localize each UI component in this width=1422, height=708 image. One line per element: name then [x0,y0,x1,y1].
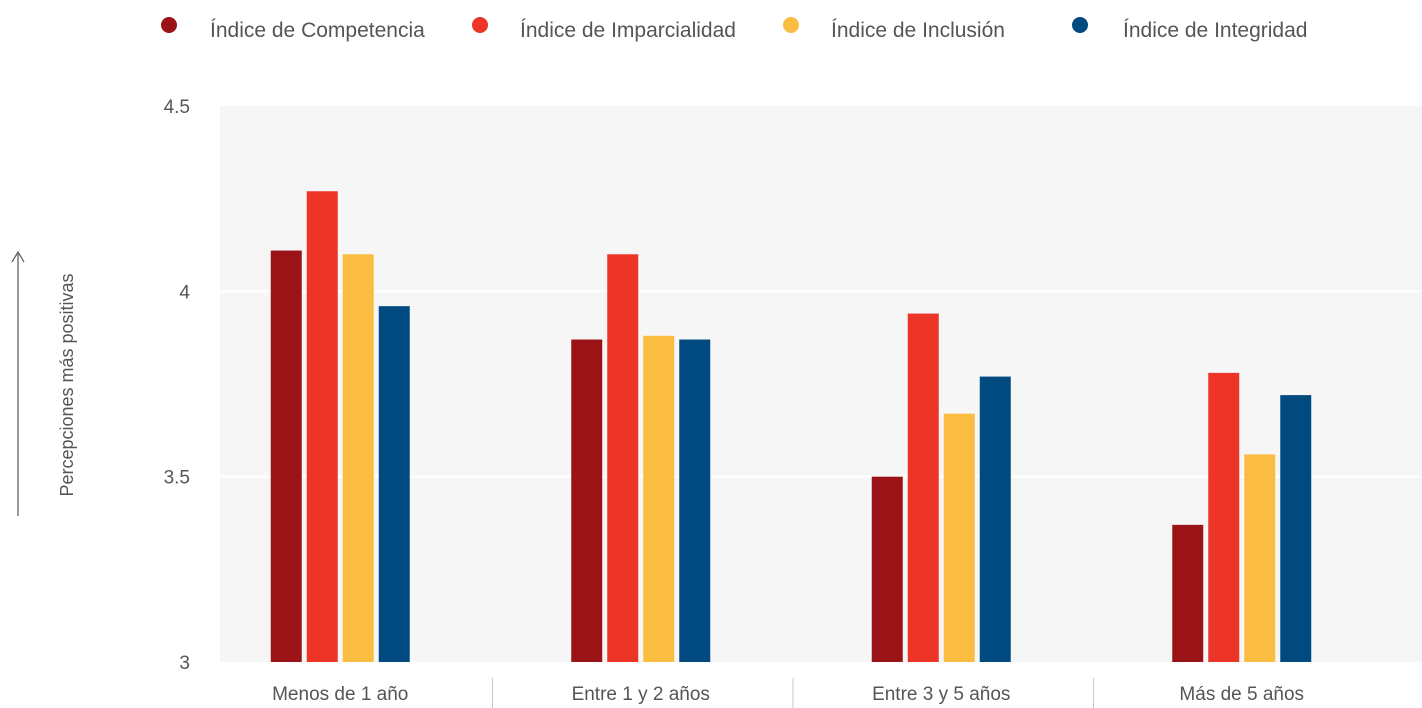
legend-marker [783,17,799,33]
bars [270,191,1312,662]
bar [1280,395,1312,662]
y-tick-label: 3 [179,653,190,674]
bar [378,306,410,662]
x-category-label: Menos de 1 año [272,684,408,705]
legend-marker [472,17,488,33]
x-category-label: Entre 3 y 5 años [872,684,1010,705]
bar [979,376,1011,662]
y-tick-label: 4.5 [164,97,190,118]
legend-label: Índice de Imparcialidad [520,19,736,42]
x-category-label: Entre 1 y 2 años [572,684,710,705]
legend-label: Índice de Integridad [1123,19,1307,42]
bar [571,339,603,662]
bar [306,191,338,662]
legend: Índice de Competencia Índice de Imparcial… [161,17,1307,42]
bar [1244,454,1276,662]
x-category-label: Más de 5 años [1179,684,1304,705]
arrow-head-icon [11,250,25,263]
bar [1208,372,1240,662]
y-tick-label: 4 [179,282,190,303]
bar [907,313,939,662]
x-axis-categories: Menos de 1 año Entre 1 y 2 años Entre 3 y … [272,678,1304,708]
bar [607,254,639,662]
legend-label: Índice de Competencia [210,19,425,42]
bar [1172,524,1204,662]
bar [871,476,903,662]
y-axis-ticks: 3 3.5 4 4.5 [164,97,191,674]
y-axis-label: Percepciones más positivas [57,273,77,496]
bar [342,254,374,662]
legend-marker [1072,17,1088,33]
y-axis-label-group: Percepciones más positivas [11,250,77,516]
bar [679,339,711,662]
bar [270,250,302,662]
bar [943,413,975,662]
bar [643,335,675,662]
y-tick-label: 3.5 [164,468,190,489]
legend-label: Índice de Inclusión [831,19,1005,42]
legend-marker [161,17,177,33]
